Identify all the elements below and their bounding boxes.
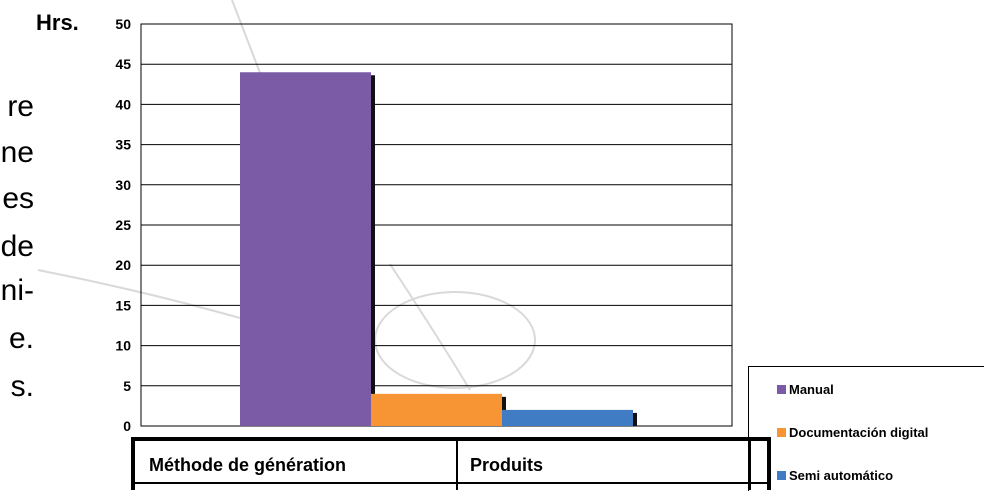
legend-label: Semi automático bbox=[789, 468, 894, 483]
table-header-method: Méthode de génération bbox=[149, 455, 347, 475]
bars bbox=[240, 72, 637, 427]
bar-documentaci-n-digital bbox=[371, 393, 502, 426]
side-text-line: de bbox=[0, 230, 34, 263]
legend-label: Documentación digital bbox=[789, 425, 929, 440]
y-tick-label: 50 bbox=[115, 16, 131, 32]
legend: Manual Documentación digital Semi automá… bbox=[748, 366, 984, 491]
y-tick-label: 35 bbox=[115, 137, 131, 153]
table-divider bbox=[456, 441, 458, 490]
bar-semi-autom-tico bbox=[502, 409, 633, 426]
y-tick-label: 15 bbox=[115, 297, 131, 313]
y-tick-label: 5 bbox=[123, 378, 131, 394]
gridlines bbox=[141, 23, 732, 427]
y-tick-label: 10 bbox=[115, 338, 131, 354]
legend-item-manual: Manual bbox=[777, 382, 834, 397]
legend-item-documentacion-digital: Documentación digital bbox=[777, 425, 928, 440]
side-text-line: s. bbox=[10, 370, 34, 403]
y-tick-labels: 0 5 10 15 20 25 30 35 40 45 50 bbox=[115, 16, 131, 434]
legend-item-semi-automatico: Semi automático bbox=[777, 468, 893, 483]
legend-label: Manual bbox=[789, 382, 834, 397]
bar-manual bbox=[240, 72, 371, 427]
side-text-line: ni- bbox=[0, 274, 34, 307]
cropped-side-text: re ne es de ni- e. s. bbox=[0, 88, 34, 428]
legend-swatch bbox=[777, 385, 786, 394]
legend-swatch bbox=[777, 428, 786, 437]
side-text-line: e. bbox=[8, 322, 34, 355]
data-table: Méthode de génération Produits bbox=[131, 437, 771, 490]
y-tick-label: 40 bbox=[115, 96, 131, 112]
y-axis-unit-label: Hrs. bbox=[36, 10, 79, 35]
y-tick-label: 45 bbox=[115, 56, 131, 72]
legend-swatch bbox=[777, 471, 786, 480]
bar-shadow bbox=[371, 75, 375, 427]
table-header-products: Produits bbox=[470, 455, 544, 475]
side-text-line: es bbox=[2, 182, 34, 215]
decorative-ornament bbox=[37, 0, 536, 391]
y-tick-label: 0 bbox=[123, 418, 131, 434]
side-text-line: re bbox=[7, 90, 34, 123]
table-divider bbox=[749, 441, 751, 490]
y-tick-label: 30 bbox=[115, 177, 131, 193]
y-tick-label: 20 bbox=[115, 257, 131, 273]
y-tick-label: 25 bbox=[115, 217, 131, 233]
table-divider bbox=[135, 482, 767, 484]
bar-shadow bbox=[633, 412, 637, 426]
side-text-line: ne bbox=[0, 136, 34, 169]
